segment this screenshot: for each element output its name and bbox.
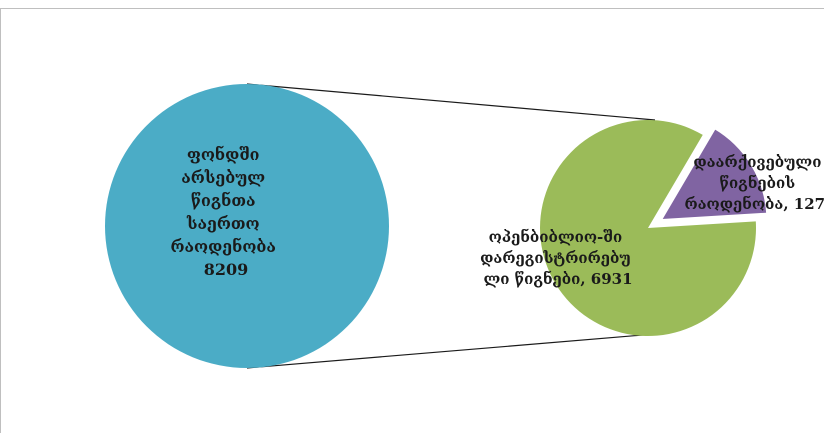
openbiblio-data-label: ოპენბიბლიო-ში დარეგისტრირებუ ლი წიგნები,… xyxy=(480,228,636,288)
openbiblio-label-line: ლი წიგნები, 6931 xyxy=(483,270,632,288)
main-label-line: ფონდში xyxy=(187,145,260,164)
main-label-line: 8209 xyxy=(204,260,249,279)
secondary-pie-slice-archived xyxy=(657,125,770,223)
archived-label-line: დაარქივებული xyxy=(693,153,821,171)
secondary-pie-slice-openbiblio xyxy=(539,119,756,336)
connector-line-bottom xyxy=(246,333,656,369)
main-label-line: არსებულ xyxy=(181,168,265,187)
connector-line-top xyxy=(246,83,656,121)
main-pie-data-label: ფონდში არსებულ წიგნთა საერთო რაოდენობა 8… xyxy=(170,145,281,279)
archived-label-line: რაოდენობა, 1278 xyxy=(684,195,824,213)
chart-frame xyxy=(0,8,824,433)
main-label-line: წიგნთა xyxy=(191,191,256,210)
main-label-line: საერთო xyxy=(186,214,260,233)
openbiblio-label-line: დარეგისტრირებუ xyxy=(480,249,631,267)
main-label-line: რაოდენობა xyxy=(170,237,275,256)
openbiblio-label-line: ოპენბიბლიო-ში xyxy=(489,228,623,246)
main-pie-slice-total xyxy=(105,84,389,368)
archived-data-label: დაარქივებული წიგნების რაოდენობა, 1278 xyxy=(684,153,824,213)
archived-label-line: წიგნების xyxy=(720,174,796,192)
